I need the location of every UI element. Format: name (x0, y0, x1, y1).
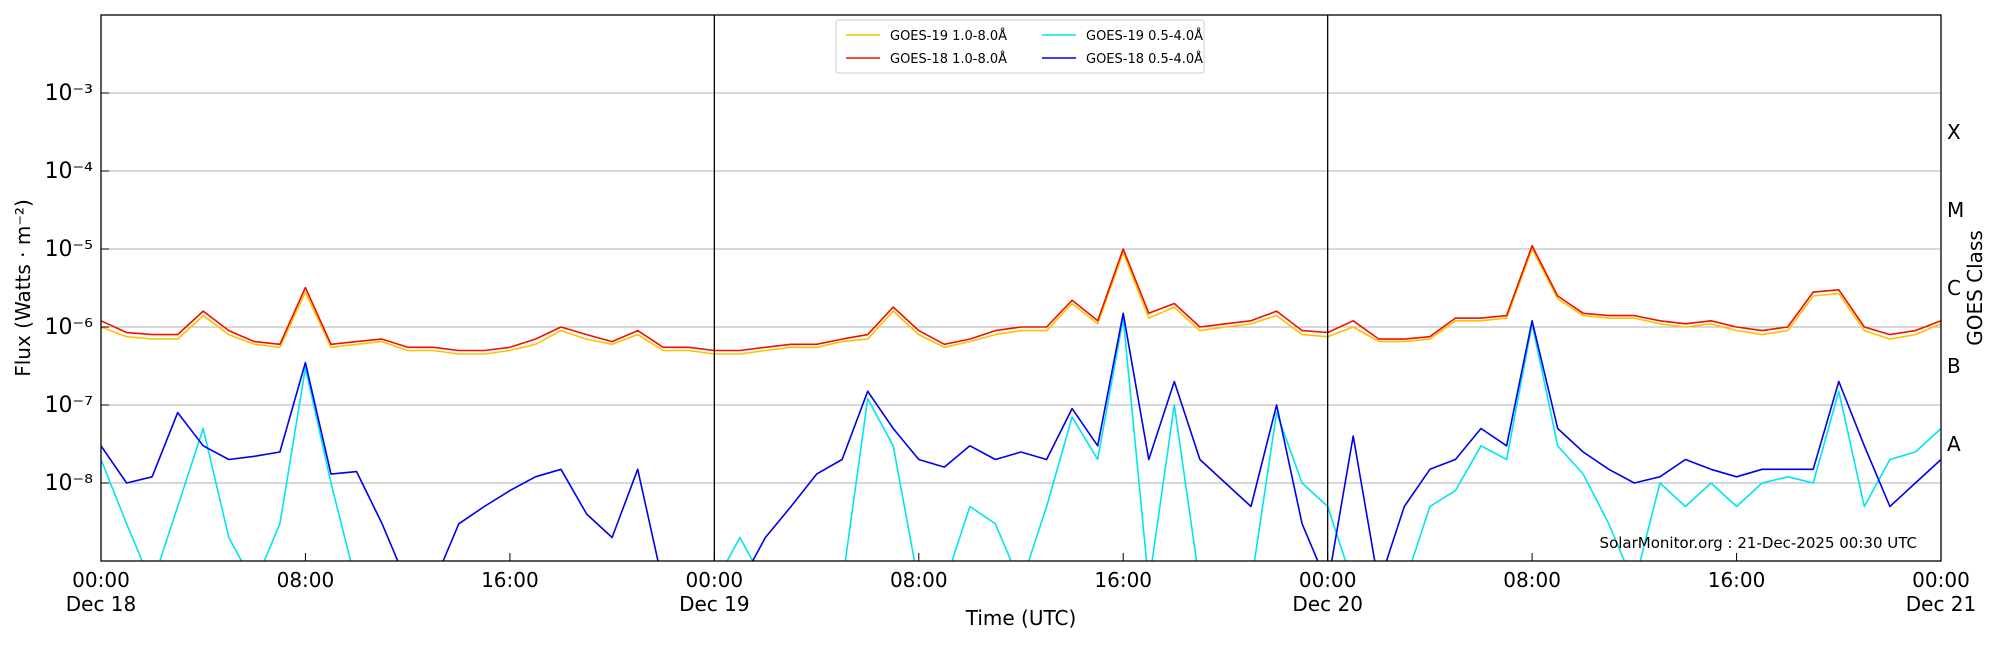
x-date-label: Dec 21 (1906, 592, 1977, 616)
x-tick-label: 00:00 (686, 568, 744, 592)
y-axis-label: Flux (Watts · m⁻²) (11, 199, 35, 377)
x-tick-label: 08:00 (277, 568, 335, 592)
x-tick-label: 16:00 (481, 568, 539, 592)
x-tick-label: 08:00 (890, 568, 948, 592)
legend-label: GOES-18 1.0-8.0Å (890, 51, 1007, 67)
x-tick-label: 00:00 (72, 568, 130, 592)
y-tick-label: 10⁻⁴ (45, 159, 94, 184)
x-tick-label: 16:00 (1708, 568, 1766, 592)
series-line (101, 245, 1941, 352)
goes-class-label: A (1947, 432, 1961, 456)
plot-area (101, 92, 1941, 561)
y-tick-label: 10⁻⁵ (45, 237, 93, 262)
goes-class-label: B (1947, 354, 1961, 378)
x-date-label: Dec 20 (1292, 592, 1363, 616)
legend-label: GOES-19 0.5-4.0Å (1086, 28, 1203, 44)
y-tick-label: 10⁻³ (45, 81, 93, 106)
series-line (101, 312, 1941, 561)
goes-class-label: X (1947, 120, 1961, 144)
y-tick-label: 10⁻⁸ (45, 471, 94, 496)
y-tick-label: 10⁻⁶ (45, 315, 94, 340)
x-tick-label: 16:00 (1094, 568, 1152, 592)
series-line (101, 248, 1941, 355)
plot-frame (100, 14, 1942, 562)
annotation: SolarMonitor.org : 21-Dec-2025 00:30 UTC (1600, 534, 1917, 552)
legend-label: GOES-19 1.0-8.0Å (890, 28, 1007, 44)
x-date-label: Dec 18 (66, 592, 137, 616)
goes-class-label: C (1947, 276, 1961, 300)
y-tick-label: 10⁻⁷ (45, 393, 93, 418)
legend-label: GOES-18 0.5-4.0Å (1086, 51, 1203, 67)
y2-axis-label: GOES Class (1963, 230, 1987, 346)
goes-class-label: M (1947, 198, 1964, 222)
x-date-label: Dec 19 (679, 592, 750, 616)
x-tick-label: 00:00 (1299, 568, 1357, 592)
x-tick-label: 00:00 (1912, 568, 1970, 592)
x-tick-label: 08:00 (1503, 568, 1561, 592)
x-axis-label: Time (UTC) (965, 606, 1077, 630)
legend-box (835, 19, 1205, 74)
